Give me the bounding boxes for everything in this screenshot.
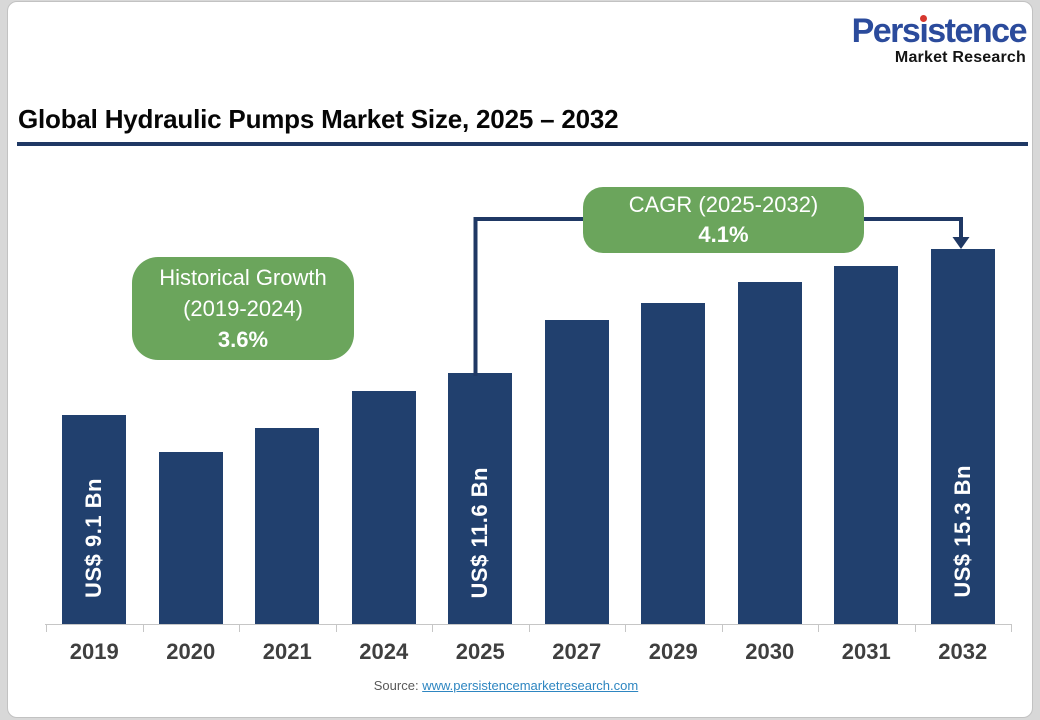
axis-tick [142, 624, 144, 632]
bar-2025: US$ 11.6 Bn [448, 373, 513, 624]
x-axis-label-2031: 2031 [841, 639, 891, 664]
bar-2021 [255, 428, 320, 624]
cagr-value: 4.1% [698, 222, 749, 247]
axis-tick [528, 624, 530, 632]
bar-2029 [641, 303, 706, 624]
axis-tick [625, 624, 626, 632]
axis-tick [335, 624, 337, 632]
x-axis-label-2019: 2019 [69, 639, 119, 664]
bar-value-label: US$ 11.6 Bn [467, 466, 493, 598]
cagr-line1: CAGR (2025-2032) [628, 192, 819, 217]
cagr-callout: CAGR (2025-2032) 4.1% [583, 187, 864, 253]
historical-growth-callout: Historical Growth (2019-2024) 3.6% [132, 257, 354, 360]
logo-red-dot-icon [920, 15, 928, 22]
brand-logo: Persı stence Market Research [851, 12, 1028, 67]
source-line: Source: www.persistencemarketresearch.co… [0, 678, 1026, 693]
x-axis-label-2025: 2025 [455, 639, 505, 664]
bar-2032: US$ 15.3 Bn [930, 249, 995, 624]
historical-growth-line2: (2019-2024) [183, 296, 303, 321]
bar-2030 [737, 282, 802, 624]
historical-growth-line1: Historical Growth [159, 265, 327, 290]
page-title: Global Hydraulic Pumps Market Size, 2025… [18, 104, 619, 134]
axis-tick [432, 624, 433, 632]
bar-2020 [158, 452, 223, 624]
title-underline [17, 142, 1028, 146]
bar-2027 [544, 320, 609, 624]
bar-2024 [351, 391, 416, 624]
x-axis-label-2029: 2029 [648, 639, 698, 664]
source-prefix: Source: [373, 678, 423, 693]
x-axis-label-2030: 2030 [745, 639, 795, 664]
axis-tick [1011, 624, 1012, 632]
axis-tick [721, 624, 723, 632]
bar-value-label: US$ 15.3 Bn [949, 465, 975, 598]
source-link[interactable]: www.persistencemarketresearch.com [422, 678, 639, 693]
x-axis-label-2027: 2027 [552, 639, 602, 664]
x-axis-label-2021: 2021 [262, 639, 312, 664]
brand-logo-wordmark: Persı stence [851, 12, 1028, 50]
axis-tick [46, 624, 47, 632]
x-axis-label-2020: 2020 [166, 639, 216, 664]
axis-tick [818, 624, 819, 632]
x-axis-label-2032: 2032 [938, 639, 988, 664]
axis-tick [239, 624, 240, 632]
brand-logo-subtitle: Market Research [894, 49, 1026, 66]
x-axis-label-2024: 2024 [359, 639, 409, 664]
x-axis [45, 624, 1011, 625]
bar-value-label: US$ 9.1 Bn [81, 478, 107, 598]
axis-tick [914, 624, 916, 632]
historical-growth-value: 3.6% [217, 327, 269, 352]
bar-2019: US$ 9.1 Bn [62, 415, 127, 624]
bar-2031 [834, 266, 899, 624]
